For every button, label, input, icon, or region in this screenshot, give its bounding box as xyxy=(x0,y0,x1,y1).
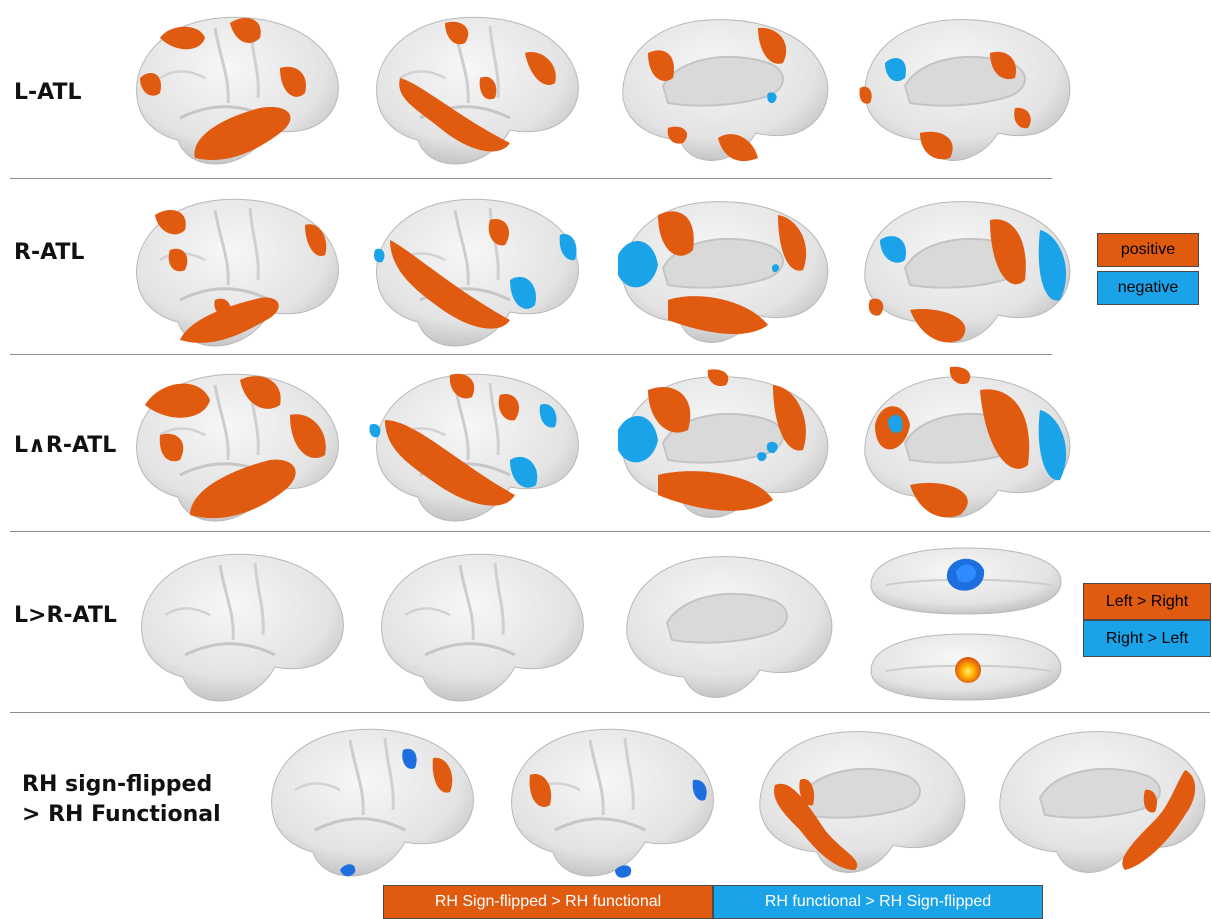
row-label-r-atl: R-ATL xyxy=(14,240,85,265)
brain-l-atl-medial-left xyxy=(608,8,838,168)
legend-right-gt-left: Right > Left xyxy=(1083,620,1211,657)
row-label-land-r-atl: L∧R-ATL xyxy=(14,433,117,458)
brain-l-atl-lateral-right xyxy=(360,8,590,168)
brain-lgt-r-atl-ventral xyxy=(866,622,1066,710)
row-label-line1: RH sign-flipped xyxy=(22,772,213,797)
row-separator xyxy=(10,531,1210,532)
row-label-lgt-r-atl: L>R-ATL xyxy=(14,603,117,628)
row-separator xyxy=(10,354,1052,355)
brain-lgt-r-atl-dorsal xyxy=(866,540,1066,620)
brain-land-r-atl-medial-left xyxy=(618,369,838,525)
row-label-l-atl: L-ATL xyxy=(14,80,82,105)
legend-rh-signflipped-gt-functional: RH Sign-flipped > RH functional xyxy=(383,885,713,919)
row-label-rh-signflipped: RH sign-flipped > RH Functional xyxy=(22,770,221,830)
brain-land-r-atl-medial-right xyxy=(850,366,1080,525)
brain-rh-medial-right xyxy=(985,720,1212,880)
row-separator xyxy=(10,178,1052,179)
legend-left-gt-right: Left > Right xyxy=(1083,583,1211,620)
brain-r-atl-medial-left xyxy=(618,190,838,350)
legend-negative: negative xyxy=(1097,271,1199,305)
brain-lgt-r-atl-medial xyxy=(612,545,842,705)
row-separator xyxy=(10,712,1210,713)
brain-land-r-atl-lateral-right xyxy=(369,365,590,525)
legend-rh-functional-gt-signflipped: RH functional > RH Sign-flipped xyxy=(713,885,1043,919)
brain-rh-lateral-left xyxy=(255,720,485,880)
brain-rh-lateral-right xyxy=(495,720,725,878)
brain-l-atl-medial-right xyxy=(859,8,1080,168)
brain-land-r-atl-lateral-left xyxy=(120,365,350,525)
brain-l-atl-lateral-left xyxy=(120,8,350,168)
brain-r-atl-lateral-left xyxy=(120,190,350,350)
legend-positive: positive xyxy=(1097,233,1199,267)
brain-lgt-r-atl-lateral-left xyxy=(125,545,355,705)
row-label-line2: > RH Functional xyxy=(22,802,221,827)
brain-r-atl-medial-right xyxy=(850,190,1080,350)
brain-lgt-r-atl-lateral-right xyxy=(365,545,595,705)
brain-r-atl-lateral-right xyxy=(373,190,590,350)
brain-rh-medial-left xyxy=(745,720,975,880)
